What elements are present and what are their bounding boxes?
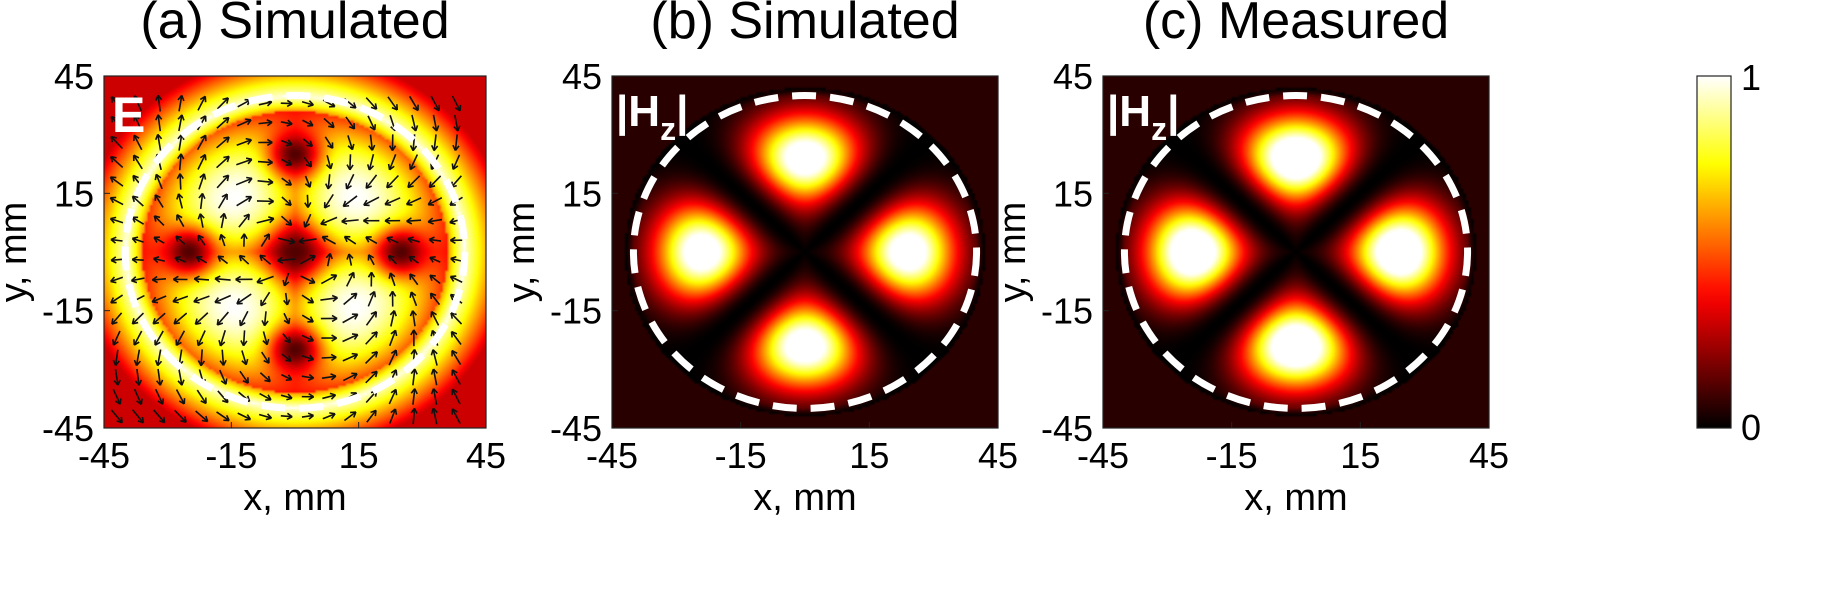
x-tick-label: 15 [1340, 435, 1380, 476]
y-axis-label: y, mm [992, 202, 1034, 303]
y-tick-label: 45 [562, 56, 602, 97]
y-tick-label: 15 [1053, 173, 1093, 214]
panel-title: (b) Simulated [650, 0, 959, 50]
boundary-circle [121, 92, 469, 412]
y-tick-label: -15 [550, 291, 602, 332]
y-axis-label: y, mm [0, 202, 35, 303]
x-tick-label: -15 [715, 435, 767, 476]
x-axis-label: x, mm [243, 477, 346, 519]
y-tick-label: -45 [42, 408, 94, 449]
heatmap-image [104, 76, 486, 428]
x-tick-label: -45 [586, 435, 638, 476]
x-tick-label: 15 [339, 435, 379, 476]
y-tick-label: 15 [54, 173, 94, 214]
boundary-circle [1120, 92, 1472, 412]
y-tick-label: 45 [54, 56, 94, 97]
x-tick-label: -45 [78, 435, 130, 476]
x-axis-label: x, mm [1244, 477, 1347, 519]
colorbar-max-label: 1 [1741, 57, 1761, 98]
x-tick-label: 15 [849, 435, 889, 476]
panel-title: (c) Measured [1143, 0, 1449, 50]
plot-frame [103, 75, 487, 429]
y-tick-label: -15 [42, 291, 94, 332]
y-tick-label: -15 [1041, 291, 1093, 332]
field-label: |Hz| [616, 87, 688, 147]
y-tick-label: -45 [550, 408, 602, 449]
colorbar-min-label: 0 [1741, 407, 1761, 448]
y-tick-label: 15 [562, 173, 602, 214]
y-tick-label: -45 [1041, 408, 1093, 449]
x-tick-label: -15 [1206, 435, 1258, 476]
x-tick-label: -15 [205, 435, 257, 476]
panel-title: (a) Simulated [140, 0, 449, 50]
colorbar: 10 [1696, 57, 1761, 448]
colorbar-gradient [1696, 75, 1732, 429]
x-tick-label: 45 [466, 435, 506, 476]
panel-c: (c) Measured |Hz| -45 -15 15 45 45 15 -15 -45 x, m… [992, 0, 1509, 519]
plot-frame [611, 75, 999, 429]
panel-b: (b) Simulated |Hz| -45 -15 15 45 45 15 -15 -45 x, … [501, 0, 1018, 519]
heatmap-image [612, 76, 998, 428]
field-label: E [112, 87, 145, 143]
y-axis-label: y, mm [501, 202, 543, 303]
boundary-circle [629, 92, 981, 412]
plot-frame [1102, 75, 1490, 429]
panel-a: (a) Simulated E -45 -15 15 45 45 15 -15 -45 x, mm y… [0, 0, 506, 519]
x-tick-label: 45 [1469, 435, 1509, 476]
x-axis-label: x, mm [753, 477, 856, 519]
y-tick-label: 45 [1053, 56, 1093, 97]
x-tick-label: 45 [978, 435, 1018, 476]
x-tick-label: -45 [1077, 435, 1129, 476]
heatmap-image [1103, 76, 1489, 428]
field-label: |Hz| [1107, 87, 1179, 147]
vector-arrows [109, 94, 463, 425]
